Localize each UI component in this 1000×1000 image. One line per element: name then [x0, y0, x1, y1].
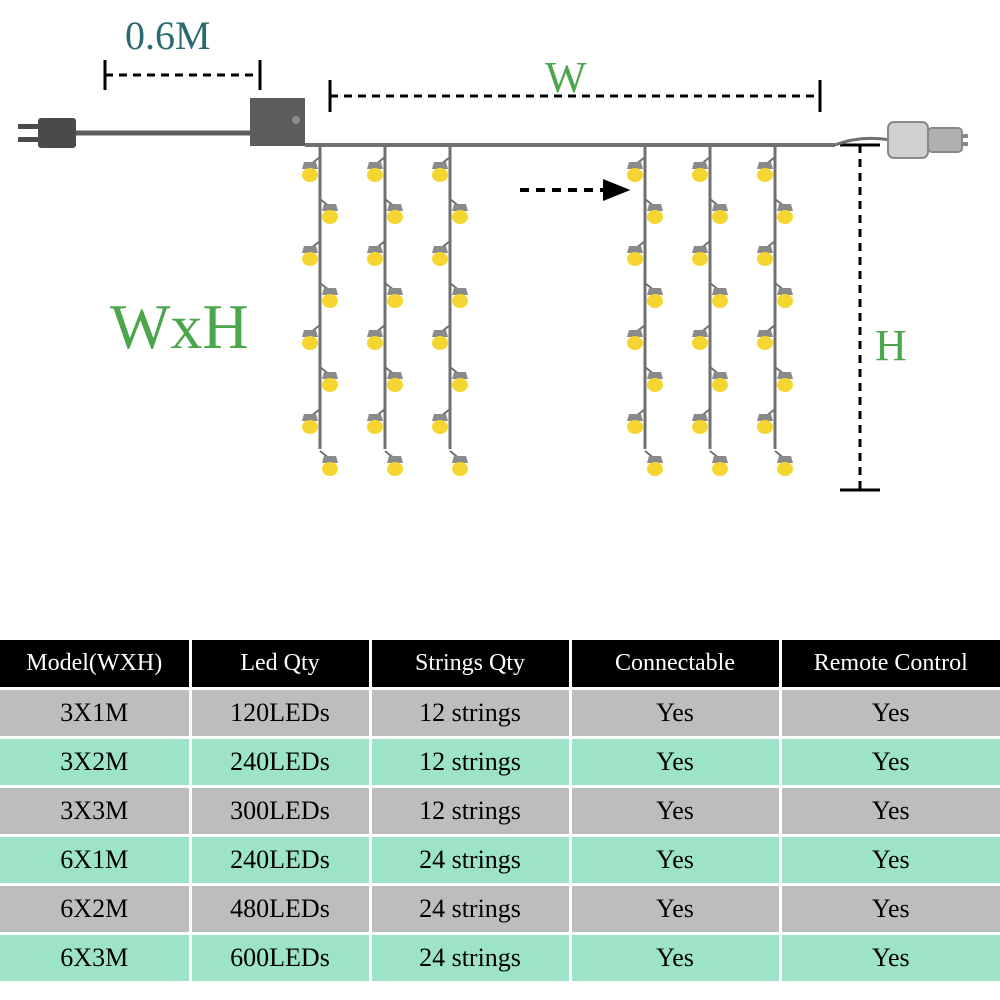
led-strand [302, 145, 338, 476]
width-dim-line [330, 80, 820, 112]
led-strand [627, 145, 663, 476]
table-cell: Yes [570, 934, 780, 982]
table-row: 3X3M300LEDs12 stringsYesYes [0, 787, 1000, 836]
led-strand [432, 145, 468, 476]
controller-box [250, 98, 305, 146]
table-cell: Yes [780, 836, 1000, 885]
table-header-row: Model(WXH)Led QtyStrings QtyConnectableR… [0, 640, 1000, 689]
table-cell: 480LEDs [190, 885, 370, 934]
table-header-cell: Remote Control [780, 640, 1000, 689]
table-row: 6X3M600LEDs24 stringsYesYes [0, 934, 1000, 982]
table-cell: Yes [780, 885, 1000, 934]
diagram-svg [0, 0, 1000, 560]
table-cell: 12 strings [370, 738, 570, 787]
table-cell: 6X3M [0, 934, 190, 982]
table-cell: 300LEDs [190, 787, 370, 836]
table-cell: 600LEDs [190, 934, 370, 982]
table-cell: Yes [570, 885, 780, 934]
table-cell: 240LEDs [190, 836, 370, 885]
table-cell: 12 strings [370, 689, 570, 738]
table-cell: Yes [570, 787, 780, 836]
table-cell: 12 strings [370, 787, 570, 836]
table-cell: Yes [780, 934, 1000, 982]
socket-icon [888, 122, 968, 158]
table-cell: 3X2M [0, 738, 190, 787]
plug-icon [18, 118, 76, 148]
height-dim-line [840, 145, 880, 490]
table-cell: Yes [780, 738, 1000, 787]
table-cell: Yes [780, 689, 1000, 738]
led-strands [302, 145, 793, 476]
cable-dim-line [105, 60, 260, 90]
table-cell: Yes [570, 836, 780, 885]
table-row: 6X2M480LEDs24 stringsYesYes [0, 885, 1000, 934]
table-header-cell: Connectable [570, 640, 780, 689]
table-row: 6X1M240LEDs24 stringsYesYes [0, 836, 1000, 885]
table-cell: Yes [780, 787, 1000, 836]
table-cell: 240LEDs [190, 738, 370, 787]
led-strand [692, 145, 728, 476]
gap-arrow [520, 182, 625, 198]
table-cell: 3X3M [0, 787, 190, 836]
table-cell: 24 strings [370, 934, 570, 982]
table-header-cell: Led Qty [190, 640, 370, 689]
table-cell: 120LEDs [190, 689, 370, 738]
led-strand [757, 145, 793, 476]
table-header-cell: Model(WXH) [0, 640, 190, 689]
table-cell: 6X2M [0, 885, 190, 934]
table-row: 3X1M120LEDs12 stringsYesYes [0, 689, 1000, 738]
spec-table: Model(WXH)Led QtyStrings QtyConnectableR… [0, 640, 1000, 981]
table-cell: Yes [570, 738, 780, 787]
led-strand [367, 145, 403, 476]
diagram-area: 0.6M W H WxH [0, 0, 1000, 560]
table-cell: 6X1M [0, 836, 190, 885]
table-cell: 3X1M [0, 689, 190, 738]
table-cell: 24 strings [370, 836, 570, 885]
table-cell: 24 strings [370, 885, 570, 934]
table-header-cell: Strings Qty [370, 640, 570, 689]
spec-table-area: Model(WXH)Led QtyStrings QtyConnectableR… [0, 640, 1000, 981]
table-cell: Yes [570, 689, 780, 738]
table-row: 3X2M240LEDs12 stringsYesYes [0, 738, 1000, 787]
